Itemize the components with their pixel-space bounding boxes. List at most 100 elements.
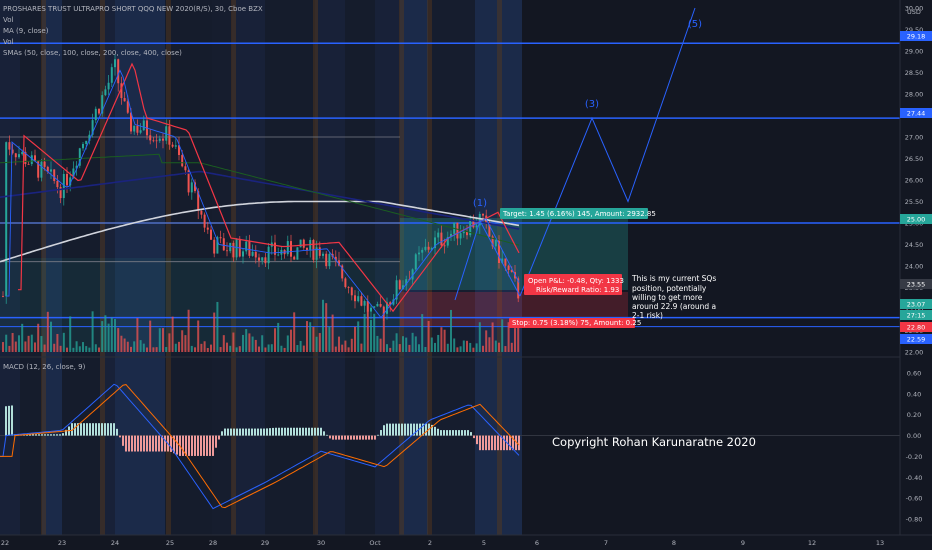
- time-axis[interactable]: 22 23 24 25 28 29 30 Oct 2 5 6 7 8 9 12 13: [1, 539, 884, 547]
- candle-body: [421, 249, 424, 253]
- price-tick: 28.00: [905, 91, 924, 99]
- macd-histogram-bar: [416, 423, 418, 436]
- candle-body: [120, 83, 123, 99]
- candle-body: [389, 302, 392, 305]
- volume-bar: [318, 333, 321, 352]
- volume-bar: [254, 339, 257, 352]
- candle-body: [325, 253, 328, 267]
- volume-bar: [402, 336, 404, 352]
- volume-bar: [450, 309, 452, 352]
- volume-bar: [411, 332, 414, 352]
- volume-bar: [53, 343, 56, 352]
- time-tick: 13: [876, 539, 884, 547]
- price-tick: 28.50: [905, 69, 924, 77]
- volume-bar: [133, 341, 136, 352]
- candle-body: [267, 246, 270, 264]
- volume-bar: [75, 341, 78, 352]
- volume-bar: [437, 334, 440, 352]
- macd-histogram-bar: [161, 435, 163, 452]
- volume-bar: [277, 322, 280, 352]
- candle-body: [56, 180, 59, 188]
- risk-reward-label: Risk/Reward Ratio: 1.93: [536, 286, 619, 294]
- macd-histogram-bar: [131, 435, 133, 452]
- macd-histogram-bar: [44, 434, 46, 436]
- target-label: Target: 1.45 (6.16%) 145, Amount: 2932.8…: [502, 210, 656, 218]
- macd-histogram-bar: [149, 435, 151, 452]
- candle-body: [94, 108, 97, 121]
- volume-bar: [232, 332, 235, 352]
- candle-body: [386, 302, 388, 314]
- volume-bar: [165, 347, 168, 352]
- candle-body: [488, 222, 491, 237]
- candle-body: [334, 256, 337, 261]
- macd-histogram-bar: [89, 423, 91, 436]
- volume-bar: [178, 341, 180, 352]
- wave-path: [454, 219, 521, 301]
- volume-bar: [242, 334, 244, 352]
- volume-bar: [478, 322, 481, 352]
- macd-histogram-bar: [398, 423, 400, 436]
- volume-bar: [427, 320, 430, 352]
- price-tag: [900, 31, 932, 41]
- volume-bar: [59, 345, 62, 352]
- volume-bar: [78, 346, 81, 352]
- candle-body: [130, 112, 132, 132]
- candle-body: [456, 222, 459, 239]
- volume-bar: [139, 340, 142, 352]
- macd-histogram-bar: [257, 428, 259, 436]
- volume-bar: [149, 320, 152, 352]
- volume-bar: [488, 337, 491, 352]
- candle-body: [261, 257, 264, 261]
- session-marker: [231, 0, 236, 535]
- macd-histogram-bar: [482, 435, 484, 451]
- svg-text:2-1 risk): 2-1 risk): [632, 311, 663, 320]
- macd-histogram-bar: [476, 435, 478, 445]
- candle-body: [206, 227, 209, 230]
- volume-bar: [315, 336, 318, 352]
- macd-histogram-bar: [242, 428, 244, 436]
- legend: PROSHARES TRUST ULTRAPRO SHORT QQQ NEW 2…: [3, 5, 263, 371]
- stop-label: Stop: 0.75 (3.18%) 75, Amount: 0.25: [512, 319, 641, 327]
- candle-body: [437, 232, 440, 238]
- candle-body: [184, 166, 187, 171]
- candle-body: [392, 299, 395, 305]
- price-tick: 26.00: [905, 177, 924, 185]
- candle-body: [354, 295, 356, 302]
- volume-bar: [30, 334, 33, 352]
- time-tick: 24: [111, 539, 119, 547]
- macd-histogram-bar: [440, 430, 442, 436]
- candle-body: [155, 140, 158, 142]
- macd-histogram-bar: [92, 423, 94, 436]
- volume-bar: [376, 335, 379, 352]
- macd-histogram-bar: [473, 435, 475, 439]
- candle-body: [510, 269, 513, 273]
- macd-tick: -0.60: [906, 495, 923, 503]
- candle-body: [82, 143, 84, 149]
- macd-histogram-bar: [500, 435, 502, 451]
- volume-bar: [446, 343, 449, 352]
- price-tag: [900, 279, 932, 289]
- macd-histogram-bar: [230, 428, 232, 436]
- candle-body: [245, 241, 248, 252]
- macd-axis[interactable]: 0.60 0.40 0.20 0.00 -0.20 -0.40 -0.60 -0.80: [906, 370, 923, 524]
- candle-body: [338, 260, 340, 266]
- candle-body: [18, 154, 20, 158]
- candle-body: [197, 191, 200, 211]
- candle-body: [322, 253, 324, 256]
- candle-body: [213, 239, 216, 254]
- volume-bar: [517, 318, 520, 352]
- candle-body: [174, 145, 177, 147]
- volume-bar: [88, 347, 91, 352]
- svg-text:position, potentially: position, potentially: [632, 284, 707, 293]
- macd-histogram-bar: [347, 435, 349, 440]
- volume-bar: [341, 344, 344, 352]
- candle-body: [494, 239, 497, 247]
- candle-body: [162, 138, 164, 141]
- macd-histogram-bar: [353, 435, 355, 440]
- volume-bar: [299, 340, 302, 352]
- time-tick: 12: [808, 539, 816, 547]
- time-axis-bg: [0, 535, 932, 550]
- macd-histogram-bar: [221, 431, 223, 436]
- position-labels[interactable]: Target: 1.45 (6.16%) 145, Amount: 2932.8…: [500, 208, 656, 328]
